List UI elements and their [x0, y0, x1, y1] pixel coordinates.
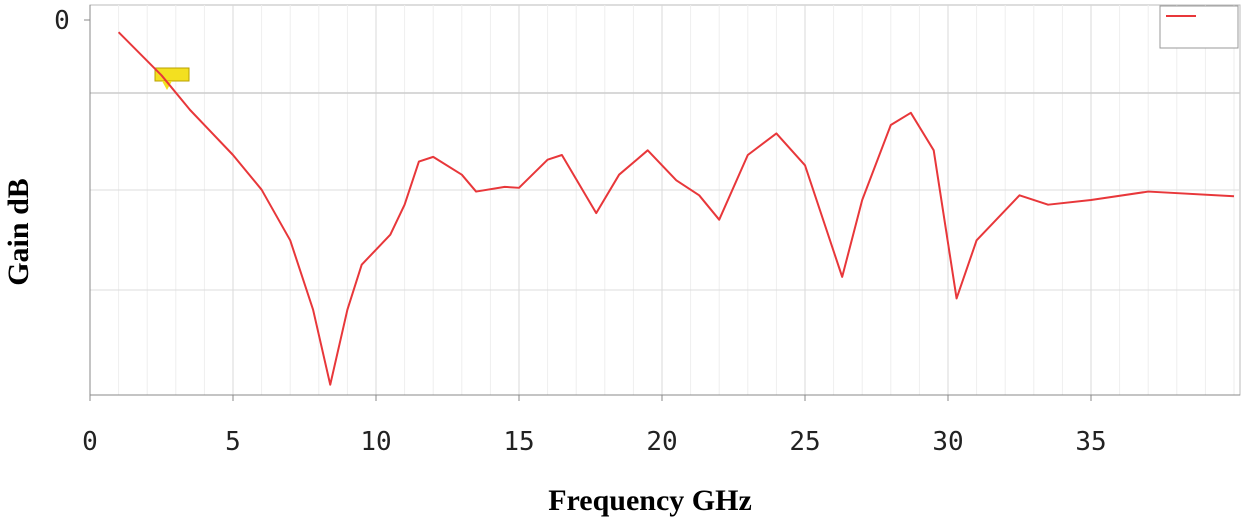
data-line	[117, 31, 1235, 386]
y-axis-title: Gain dB	[2, 178, 35, 286]
x-tick-label: 5	[225, 427, 241, 457]
x-tick-label: 25	[789, 427, 820, 457]
grid	[89, 5, 1235, 395]
x-tick-label: 35	[1075, 427, 1106, 457]
x-tick-label: 15	[503, 427, 534, 457]
plot-area	[89, 4, 1241, 396]
x-tick-label: 0	[82, 427, 98, 457]
legend-box	[1159, 5, 1239, 49]
x-tick-label: 10	[360, 427, 391, 457]
x-tick-label: 20	[646, 427, 677, 457]
y-tick-label: 0	[54, 6, 70, 36]
x-axis-title: Frequency GHz	[548, 484, 752, 517]
marker-pointer	[162, 81, 172, 90]
x-tick-label: 30	[932, 427, 963, 457]
